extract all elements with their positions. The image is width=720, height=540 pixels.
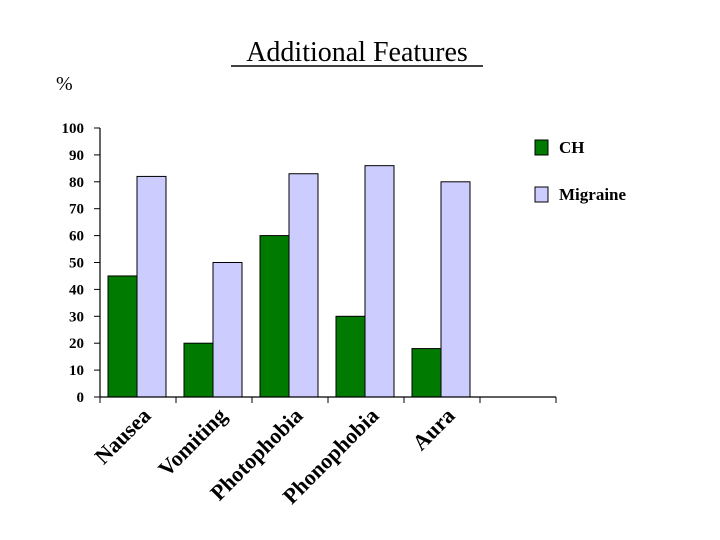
bar [411,348,442,398]
y-tick-label: 0 [77,390,85,406]
y-tick-label: 20 [69,336,84,352]
category-label: Aura [407,403,459,455]
bars [107,165,471,398]
legend-label: Migraine [559,185,626,204]
legend-swatch [534,186,549,203]
y-axis-unit-label: % [56,73,73,95]
y-tick-label: 40 [69,282,84,298]
y-tick-label: 80 [69,175,84,191]
legend: CH Migraine [534,138,626,204]
bar [107,275,138,398]
legend-label: CH [559,138,585,157]
bar [259,235,290,398]
bar [183,342,214,398]
y-axis: 0 10 20 30 40 50 60 70 80 90 100 [62,121,100,406]
y-tick-label: 30 [69,309,84,325]
y-tick-label: 10 [69,363,84,379]
bar [364,165,395,398]
y-tick-label: 70 [69,202,84,218]
y-tick-label: 100 [62,121,85,137]
axes [99,128,557,403]
chart-title: Additional Features [246,37,468,68]
y-tick-label: 60 [69,229,84,245]
bar [288,173,319,398]
category-label: Vomiting [153,403,231,481]
bar [440,181,471,398]
y-tick-label: 50 [69,256,84,272]
y-tick-label: 90 [69,148,84,164]
bar [212,262,243,398]
bar [136,175,167,398]
legend-swatch [534,139,549,156]
bar [335,315,366,398]
category-label: Nausea [89,403,155,469]
